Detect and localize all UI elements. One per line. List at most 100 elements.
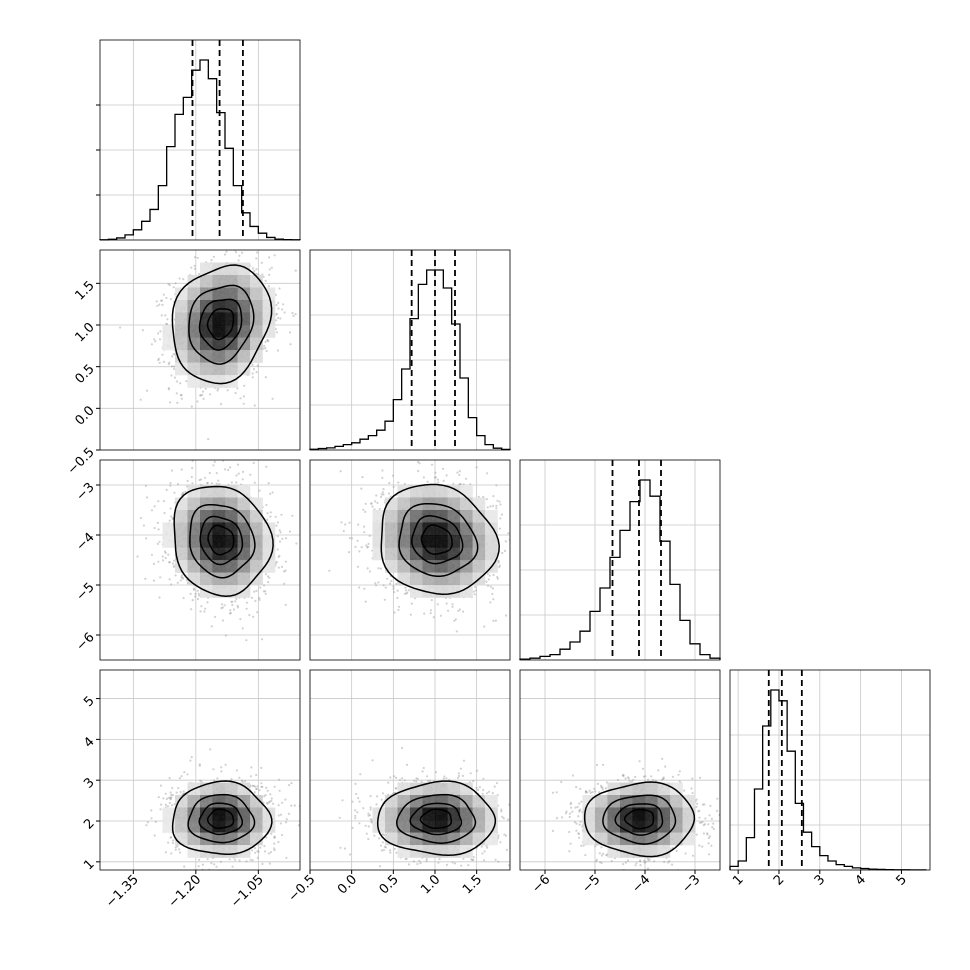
scatter-point xyxy=(166,318,169,321)
scatter-point xyxy=(154,340,157,343)
scatter-point xyxy=(210,482,213,485)
scatter-point xyxy=(395,582,398,586)
density-cell xyxy=(200,325,213,338)
scatter-point xyxy=(486,572,489,576)
density-cell xyxy=(262,300,276,313)
scatter-point xyxy=(164,551,167,555)
scatter-point xyxy=(512,583,514,585)
scatter-point xyxy=(181,492,184,495)
scatter-point xyxy=(217,479,220,482)
scatter-point xyxy=(234,391,237,395)
panel-frame xyxy=(729,669,931,871)
scatter-point xyxy=(245,601,248,604)
scatter-point xyxy=(223,604,226,607)
scatter-point xyxy=(436,478,439,481)
density-cell xyxy=(200,572,213,586)
scatter-point xyxy=(181,576,184,580)
scatter-point xyxy=(247,241,249,243)
density-cell xyxy=(237,560,251,573)
scatter-point xyxy=(267,482,270,485)
panel-content xyxy=(136,460,298,642)
density-cell xyxy=(175,337,188,351)
panel-background xyxy=(730,670,930,870)
scatter-point xyxy=(182,491,185,494)
scatter-point xyxy=(241,470,245,473)
scatter-point xyxy=(170,365,173,368)
scatter-point xyxy=(397,481,400,484)
density-cell xyxy=(250,337,263,351)
scatter-point xyxy=(201,393,204,396)
scatter-point xyxy=(267,581,270,584)
scatter-point xyxy=(489,505,492,508)
density-cell xyxy=(187,375,201,388)
scatter-point xyxy=(436,603,439,606)
density-cell xyxy=(250,547,263,561)
scatter-point xyxy=(451,603,454,606)
scatter-point xyxy=(409,613,412,616)
scatter-point xyxy=(162,500,165,503)
scatter-point xyxy=(266,512,269,515)
scatter-point xyxy=(397,608,400,612)
scatter-point xyxy=(166,323,169,326)
scatter-point xyxy=(498,527,501,530)
contour-level-3 xyxy=(206,308,235,341)
scatter-point xyxy=(164,314,167,317)
scatter-point xyxy=(497,559,500,562)
scatter-point xyxy=(265,349,268,353)
scatter-point xyxy=(210,625,213,628)
scatter-point xyxy=(511,577,513,579)
density-cell xyxy=(200,362,213,376)
scatter-point xyxy=(381,476,384,479)
scatter-point xyxy=(217,387,220,390)
scatter-point xyxy=(264,590,267,593)
scatter-point xyxy=(269,492,272,495)
scatter-point xyxy=(491,587,494,590)
scatter-point xyxy=(168,401,172,404)
scatter-point xyxy=(167,387,170,390)
scatter-point xyxy=(145,537,148,540)
scatter-point xyxy=(173,491,176,494)
scatter-point xyxy=(266,518,269,522)
density-cell xyxy=(262,560,276,573)
scatter-point xyxy=(179,382,182,385)
scatter-point xyxy=(288,331,292,334)
scatter-point xyxy=(230,481,233,484)
scatter-point xyxy=(200,605,203,608)
scatter-point xyxy=(277,566,280,569)
scatter-point xyxy=(167,388,170,391)
density-cell xyxy=(175,510,188,523)
density-shading xyxy=(162,485,276,598)
scatter-point xyxy=(191,466,194,470)
density-cell xyxy=(225,522,238,536)
density-cell xyxy=(262,312,276,326)
scatter-point xyxy=(165,488,168,491)
scatter-point xyxy=(496,499,499,502)
scatter-point xyxy=(368,570,371,573)
scatter-point xyxy=(266,339,269,342)
scatter-point xyxy=(253,590,256,593)
scatter-point xyxy=(171,562,175,565)
density-cell xyxy=(225,535,238,548)
density-cell xyxy=(225,362,238,376)
scatter-point xyxy=(212,255,215,258)
scatter-point xyxy=(283,582,286,585)
scatter-point xyxy=(204,387,207,390)
scatter-point xyxy=(168,561,171,564)
scatter-point xyxy=(180,397,183,400)
scatter-point xyxy=(255,371,258,374)
scatter-point xyxy=(223,253,227,256)
scatter-point xyxy=(442,479,445,482)
scatter-point xyxy=(243,246,245,248)
scatter-point xyxy=(434,471,437,474)
scatter-point xyxy=(158,338,162,341)
scatter-point xyxy=(254,248,256,250)
scatter-point xyxy=(239,618,242,621)
density-cell xyxy=(237,362,251,376)
scatter-point xyxy=(213,460,216,463)
scatter-point xyxy=(231,600,234,603)
scatter-point xyxy=(255,272,258,275)
scatter-point xyxy=(504,540,507,543)
scatter-point xyxy=(252,615,255,618)
scatter-point xyxy=(358,550,361,553)
scatter-point xyxy=(268,576,271,579)
